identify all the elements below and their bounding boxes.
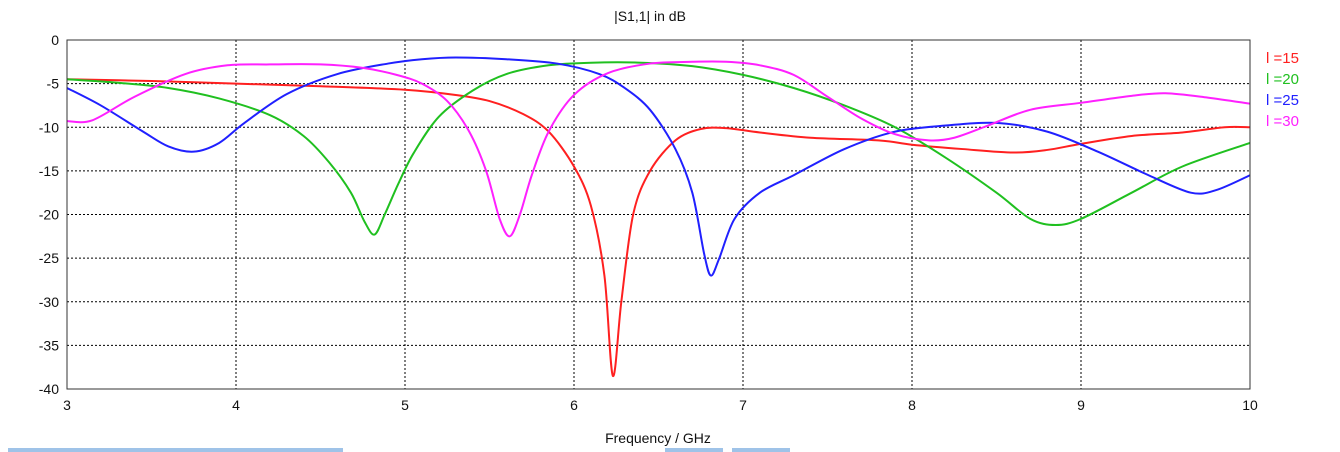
plot-frame xyxy=(66,39,1251,390)
grid xyxy=(67,40,1250,389)
x-tick-label: 10 xyxy=(1242,397,1258,413)
series-layer xyxy=(66,56,1251,377)
y-tick-label: -15 xyxy=(39,163,59,179)
y-tick-label: -40 xyxy=(39,381,59,397)
y-tick-label: -20 xyxy=(39,207,59,223)
y-tick-label: 0 xyxy=(51,32,59,48)
legend-entry: l =15 xyxy=(1266,50,1299,67)
y-tick-label: -5 xyxy=(47,76,60,92)
series-line xyxy=(66,56,1251,277)
bottom-scroll-strip-2 xyxy=(665,448,723,452)
series-line xyxy=(66,78,1251,377)
y-tick-label: -10 xyxy=(39,119,59,135)
x-tick-label: 3 xyxy=(63,397,71,413)
x-tick-label: 4 xyxy=(232,397,240,413)
x-tick-label: 8 xyxy=(908,397,916,413)
bottom-scroll-strip xyxy=(8,448,343,452)
legend-entry: l =30 xyxy=(1266,113,1299,130)
x-axis-label: Frequency / GHz xyxy=(605,430,711,446)
y-tick-label: -25 xyxy=(39,250,59,266)
legend: l =15 l =20 l =25 l =30 xyxy=(1266,50,1299,130)
series-line xyxy=(66,61,1251,236)
series-line xyxy=(66,60,1251,238)
tick-labels: 3 4 5 6 7 8 9 10 0 -5 -10 -15 -20 -25 -30 -35 -40 xyxy=(39,32,1258,413)
legend-entry: l =20 xyxy=(1266,71,1299,88)
x-tick-label: 5 xyxy=(401,397,409,413)
y-tick-label: -35 xyxy=(39,337,59,353)
x-tick-label: 6 xyxy=(570,397,578,413)
chart-title: |S1,1| in dB xyxy=(614,8,686,24)
x-tick-label: 7 xyxy=(739,397,747,413)
legend-entry: l =25 xyxy=(1266,92,1299,109)
x-tick-label: 9 xyxy=(1077,397,1085,413)
bottom-scroll-strip-3 xyxy=(732,448,790,452)
y-tick-label: -30 xyxy=(39,294,59,310)
